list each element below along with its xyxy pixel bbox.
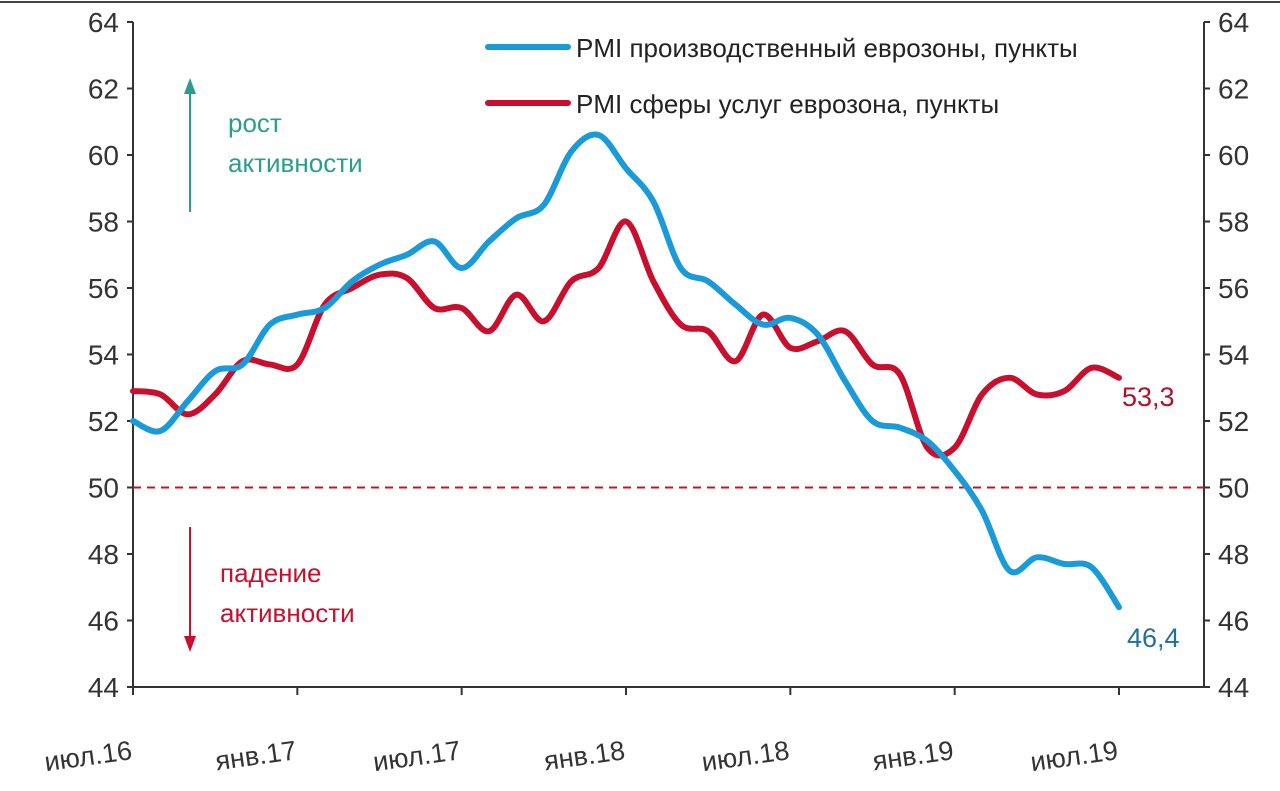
legend-label-services: PMI сферы услуг еврозона, пункты <box>576 89 999 119</box>
x-tick-label: янв.17 <box>213 735 298 776</box>
y-tick-label-left: 52 <box>88 406 119 437</box>
y-tick-label-right: 48 <box>1218 539 1249 570</box>
growth-label-line2: активности <box>228 148 363 178</box>
y-tick-label-right: 58 <box>1218 207 1249 238</box>
x-tick-label: янв.18 <box>542 735 627 776</box>
annotation-decline: падение активности <box>184 527 355 652</box>
y-tick-label-left: 60 <box>88 140 119 171</box>
y-tick-label-left: 64 <box>88 7 119 38</box>
y-tick-label-left: 54 <box>88 340 119 371</box>
annotation-growth: рост активности <box>184 78 363 212</box>
y-tick-label-left: 46 <box>88 606 119 637</box>
y-tick-label-left: 58 <box>88 207 119 238</box>
decline-label-line2: активности <box>220 598 355 628</box>
y-tick-label-right: 60 <box>1218 140 1249 171</box>
x-tick-label: июл.16 <box>42 735 133 777</box>
y-tick-label-right: 44 <box>1218 672 1249 703</box>
growth-label-line1: рост <box>228 108 282 138</box>
series-line-services <box>130 218 1122 459</box>
legend: PMI производственный еврозоны, пункты PM… <box>485 33 1078 119</box>
series-line-manufacturing <box>130 131 1122 611</box>
y-tick-label-right: 64 <box>1218 7 1249 38</box>
y-tick-label-right: 54 <box>1218 340 1249 371</box>
y-tick-label-left: 44 <box>88 672 119 703</box>
down-arrowhead-icon <box>184 636 196 652</box>
y-tick-label-right: 52 <box>1218 406 1249 437</box>
x-tick-label: июл.19 <box>1028 735 1119 777</box>
y-tick-label-left: 50 <box>88 473 119 504</box>
manufacturing-end-label: 46,4 <box>1127 623 1180 653</box>
y-tick-label-right: 50 <box>1218 473 1249 504</box>
x-tick-label: июл.17 <box>371 735 462 777</box>
decline-label-line1: падение <box>220 558 322 588</box>
y-tick-label-right: 62 <box>1218 74 1249 105</box>
y-tick-label-left: 62 <box>88 74 119 105</box>
y-tick-label-left: 48 <box>88 539 119 570</box>
y-tick-label-right: 56 <box>1218 273 1249 304</box>
services-end-label: 53,3 <box>1122 382 1175 412</box>
y-tick-label-right: 46 <box>1218 606 1249 637</box>
up-arrowhead-icon <box>184 78 196 94</box>
x-tick-label: янв.19 <box>871 735 956 776</box>
x-tick-label: июл.18 <box>700 735 791 777</box>
legend-label-manufacturing: PMI производственный еврозоны, пункты <box>576 33 1078 63</box>
y-tick-label-left: 56 <box>88 273 119 304</box>
